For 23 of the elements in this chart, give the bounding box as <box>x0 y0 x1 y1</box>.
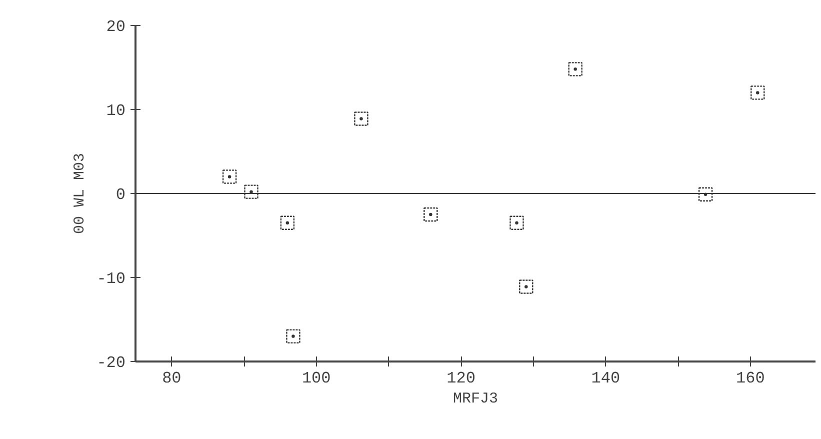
point <box>750 86 765 100</box>
y-tick-label: -20 <box>96 354 126 372</box>
y-tick-label: -10 <box>96 270 126 288</box>
x-tick-label: 80 <box>162 370 182 388</box>
point <box>698 187 713 202</box>
point <box>354 112 368 126</box>
y-tick-label: 20 <box>106 18 126 36</box>
point <box>280 216 295 230</box>
y-tick-label: 0 <box>116 186 126 204</box>
x-tick-label: 100 <box>302 370 331 388</box>
point <box>222 170 237 184</box>
x-axis-title: MRFJ3 <box>452 390 498 408</box>
point <box>568 62 582 76</box>
point <box>519 280 534 294</box>
x-tick-label: 160 <box>736 370 765 388</box>
point <box>286 329 300 344</box>
y-tick-label: 10 <box>106 102 126 120</box>
x-tick-label: 120 <box>446 370 476 388</box>
point <box>244 184 258 199</box>
x-tick-label: 140 <box>591 370 620 388</box>
point <box>510 216 524 230</box>
y-axis-title: 00 WL M03 <box>72 152 89 234</box>
point <box>424 207 438 222</box>
